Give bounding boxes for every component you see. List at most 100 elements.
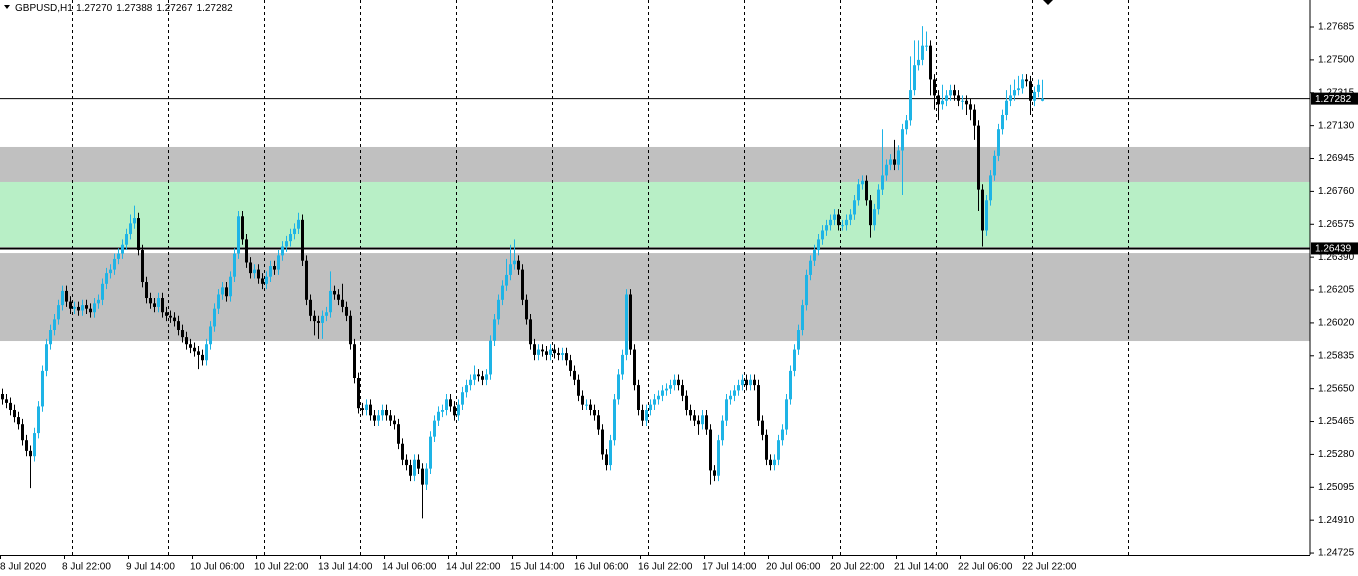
candle-body bbox=[373, 415, 376, 421]
candle-body bbox=[765, 434, 768, 460]
candle-body bbox=[685, 395, 688, 410]
candle-body bbox=[733, 390, 736, 396]
candle-body bbox=[249, 262, 252, 274]
candle-body bbox=[325, 312, 328, 316]
candle-body bbox=[181, 330, 184, 338]
candle-body bbox=[361, 408, 364, 410]
candle-body bbox=[849, 214, 852, 220]
candle-body bbox=[517, 260, 520, 270]
candle-body bbox=[973, 109, 976, 126]
candle-body bbox=[245, 239, 248, 263]
zone bbox=[0, 146, 1310, 182]
candle-body bbox=[829, 219, 832, 226]
candle-body bbox=[545, 351, 548, 355]
y-tick-label: 1.26575 bbox=[1318, 219, 1355, 230]
candle-body bbox=[549, 349, 552, 355]
candle-body bbox=[777, 440, 780, 460]
x-tick-label: 21 Jul 14:00 bbox=[894, 562, 949, 573]
candle-body bbox=[841, 225, 844, 227]
candle-body bbox=[753, 379, 756, 386]
candle-body bbox=[113, 258, 116, 270]
candle-body bbox=[961, 100, 964, 102]
candle-body bbox=[513, 260, 516, 265]
candle-body bbox=[449, 399, 452, 407]
candle-body bbox=[205, 344, 208, 361]
candle-body bbox=[773, 459, 776, 466]
candle-body bbox=[201, 354, 204, 361]
x-tick-label: 16 Jul 22:00 bbox=[638, 562, 693, 573]
candle-body bbox=[273, 266, 276, 270]
candle-body bbox=[77, 306, 80, 311]
candle-body bbox=[805, 274, 808, 306]
candle-body bbox=[613, 399, 616, 441]
candle-body bbox=[597, 415, 600, 430]
candle-body bbox=[873, 209, 876, 226]
candle-body bbox=[197, 351, 200, 355]
candle-body bbox=[789, 370, 792, 400]
candle-body bbox=[793, 349, 796, 371]
candle-body bbox=[697, 420, 700, 425]
candle-body bbox=[713, 470, 716, 476]
x-tick-label: 22 Jul 06:00 bbox=[958, 562, 1013, 573]
candle-body bbox=[293, 228, 296, 235]
candle-body bbox=[893, 159, 896, 165]
candle-body bbox=[797, 330, 800, 350]
candle-body bbox=[857, 184, 860, 201]
candle-body bbox=[421, 468, 424, 485]
candle-body bbox=[297, 219, 300, 229]
low: 1.27267 bbox=[156, 3, 193, 14]
candles bbox=[1, 26, 1044, 519]
candle-body bbox=[221, 287, 224, 295]
candle-body bbox=[121, 244, 124, 254]
candle-body bbox=[237, 216, 240, 254]
candle-body bbox=[489, 340, 492, 375]
close: 1.27282 bbox=[197, 3, 234, 14]
candle-body bbox=[117, 253, 120, 259]
candle-body bbox=[189, 344, 192, 348]
candle-body bbox=[453, 406, 456, 416]
y-tick-label: 1.25280 bbox=[1318, 449, 1355, 460]
candle-body bbox=[341, 299, 344, 307]
candle-body bbox=[505, 274, 508, 286]
candle-body bbox=[241, 216, 244, 240]
candle-body bbox=[289, 234, 292, 242]
y-tick-label: 1.26945 bbox=[1318, 153, 1355, 164]
candle-body bbox=[921, 45, 924, 60]
candle-body bbox=[481, 376, 484, 380]
axes: 1.276851.275001.273151.271301.269451.267… bbox=[0, 22, 1358, 573]
candle-body bbox=[633, 349, 636, 386]
candle-body bbox=[389, 415, 392, 421]
candle-body bbox=[477, 374, 480, 377]
x-tick-label: 8 Jul 22:00 bbox=[62, 562, 111, 573]
candle-body bbox=[957, 95, 960, 101]
candle-body bbox=[437, 411, 440, 421]
candle-body bbox=[521, 269, 524, 300]
candle-body bbox=[105, 273, 108, 284]
candle-body bbox=[1029, 81, 1032, 101]
candle-body bbox=[861, 180, 864, 185]
candle-body bbox=[9, 402, 12, 410]
candle-body bbox=[89, 308, 92, 313]
candle-body bbox=[305, 260, 308, 300]
candle-body bbox=[553, 349, 556, 354]
candle-body bbox=[81, 305, 84, 311]
candle-body bbox=[109, 269, 112, 274]
x-tick-label: 20 Jul 22:00 bbox=[830, 562, 885, 573]
candle-body bbox=[533, 344, 536, 355]
candle-body bbox=[493, 319, 496, 341]
candle-body bbox=[813, 250, 816, 261]
candle-body bbox=[409, 465, 412, 476]
x-tick-label: 13 Jul 14:00 bbox=[318, 562, 373, 573]
candle-body bbox=[37, 406, 40, 434]
candle-body bbox=[233, 253, 236, 277]
chart-shift-marker bbox=[1043, 0, 1053, 5]
candle-body bbox=[609, 440, 612, 466]
high: 1.27388 bbox=[116, 3, 153, 14]
candle-body bbox=[509, 264, 512, 275]
y-tick-label: 1.26390 bbox=[1318, 252, 1355, 263]
candle-body bbox=[57, 305, 60, 320]
x-tick-label: 16 Jul 06:00 bbox=[574, 562, 629, 573]
candle-body bbox=[997, 129, 1000, 156]
candle-body bbox=[441, 409, 444, 412]
candle-body bbox=[717, 440, 720, 476]
